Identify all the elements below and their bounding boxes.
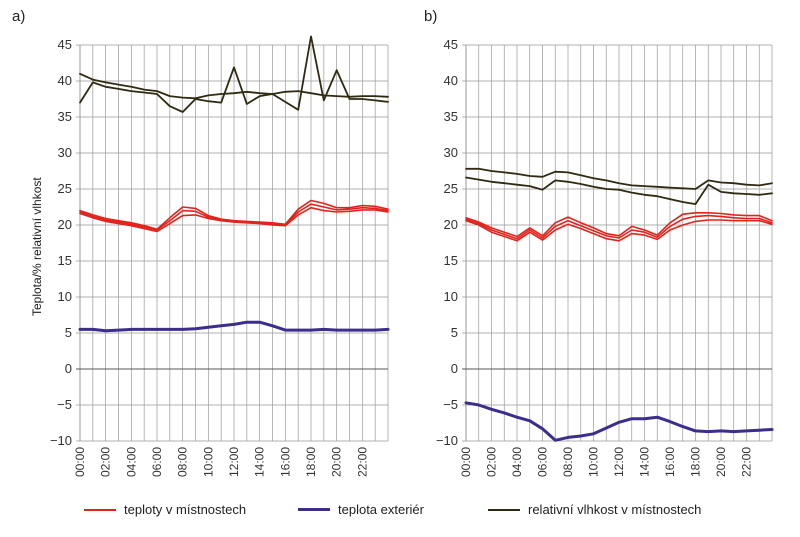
y-tick-label: 45 [444, 37, 458, 52]
series-line-ext-temp-a-3 [78, 320, 390, 333]
y-tick-label: 0 [451, 361, 458, 376]
y-tick-label: 15 [444, 253, 458, 268]
y-axis-label: Teplota/% relativní vlhkost [30, 177, 44, 316]
legend-label-humidity: relativní vlhkost v místnostech [528, 502, 702, 517]
series-line-rooms-temp-b-1 [465, 214, 773, 240]
x-tick-label: 18:00 [689, 447, 703, 477]
legend-label-rooms-temp: teploty v místnostech [124, 502, 247, 517]
x-tick-label: 20:00 [714, 447, 728, 477]
x-tick-label: 06:00 [150, 447, 164, 477]
y-tick-label: 40 [58, 73, 72, 88]
x-tick-label: 14:00 [253, 447, 267, 477]
legend-label-ext-temp: teplota exteriér [338, 502, 424, 517]
x-tick-label: 02:00 [485, 447, 499, 477]
y-tick-label: 35 [58, 109, 72, 124]
series-line-rooms-temp-a-2 [79, 206, 389, 233]
y-tick-label: −5 [443, 397, 458, 412]
y-tick-label: 45 [58, 37, 72, 52]
y-tick-label: 10 [58, 289, 72, 304]
x-tick-label: 22:00 [740, 447, 754, 477]
y-tick-label: 30 [444, 145, 458, 160]
x-tick-label: 04:00 [510, 447, 524, 477]
x-tick-label: 08:00 [176, 447, 190, 477]
series-line-rooms-temp-b-2 [465, 219, 773, 242]
y-tick-label: 25 [444, 181, 458, 196]
x-tick-label: 02:00 [99, 447, 113, 477]
panel-a-label: a) [12, 8, 26, 25]
y-tick-label: 0 [65, 361, 72, 376]
x-tick-label: 18:00 [304, 447, 318, 477]
y-tick-label: 5 [65, 325, 72, 340]
x-tick-label: 20:00 [330, 447, 344, 477]
x-tick-label: 00:00 [73, 447, 87, 477]
series-line-humidity-b-5 [465, 176, 773, 206]
x-tick-label: 04:00 [124, 447, 138, 477]
x-tick-label: 10:00 [587, 447, 601, 477]
legend-item-rooms-temp: teploty v místnostech [84, 502, 246, 517]
y-tick-label: 30 [58, 145, 72, 160]
y-tick-label: 25 [58, 181, 72, 196]
y-tick-label: −10 [50, 433, 72, 448]
y-tick-label: 20 [444, 217, 458, 232]
legend-swatch-humidity [488, 508, 520, 511]
x-tick-label: 14:00 [638, 447, 652, 477]
legend-swatch-ext-temp [298, 508, 330, 511]
legend-item-humidity: relativní vlhkost v místnostech [488, 502, 701, 517]
y-tick-label: 15 [58, 253, 72, 268]
x-tick-label: 12:00 [227, 447, 241, 477]
panel-b-label: b) [424, 8, 438, 25]
x-tick-label: 00:00 [459, 447, 473, 477]
series-line-rooms-temp-b-0 [465, 212, 773, 238]
y-tick-label: −5 [57, 397, 72, 412]
y-tick-label: 5 [451, 325, 458, 340]
x-tick-label: 16:00 [663, 447, 677, 477]
x-tick-label: 10:00 [201, 447, 215, 477]
x-tick-label: 22:00 [355, 447, 369, 477]
x-tick-label: 06:00 [536, 447, 550, 477]
y-tick-label: 20 [58, 217, 72, 232]
x-tick-label: 16:00 [278, 447, 292, 477]
series-line-humidity-a-5 [79, 35, 389, 113]
series-line-humidity-a-4 [79, 72, 389, 100]
y-tick-label: 35 [444, 109, 458, 124]
x-tick-label: 12:00 [612, 447, 626, 477]
legend-swatch-rooms-temp [84, 508, 116, 511]
y-tick-label: −10 [436, 433, 458, 448]
y-tick-label: 10 [444, 289, 458, 304]
series-line-humidity-b-4 [465, 167, 773, 190]
x-tick-label: 08:00 [561, 447, 575, 477]
y-tick-label: 40 [444, 73, 458, 88]
legend-item-ext-temp: teplota exteriér [298, 502, 424, 517]
legend: teploty v místnostech teplota exteriér r… [0, 502, 800, 530]
series-line-ext-temp-b-3 [464, 401, 774, 442]
